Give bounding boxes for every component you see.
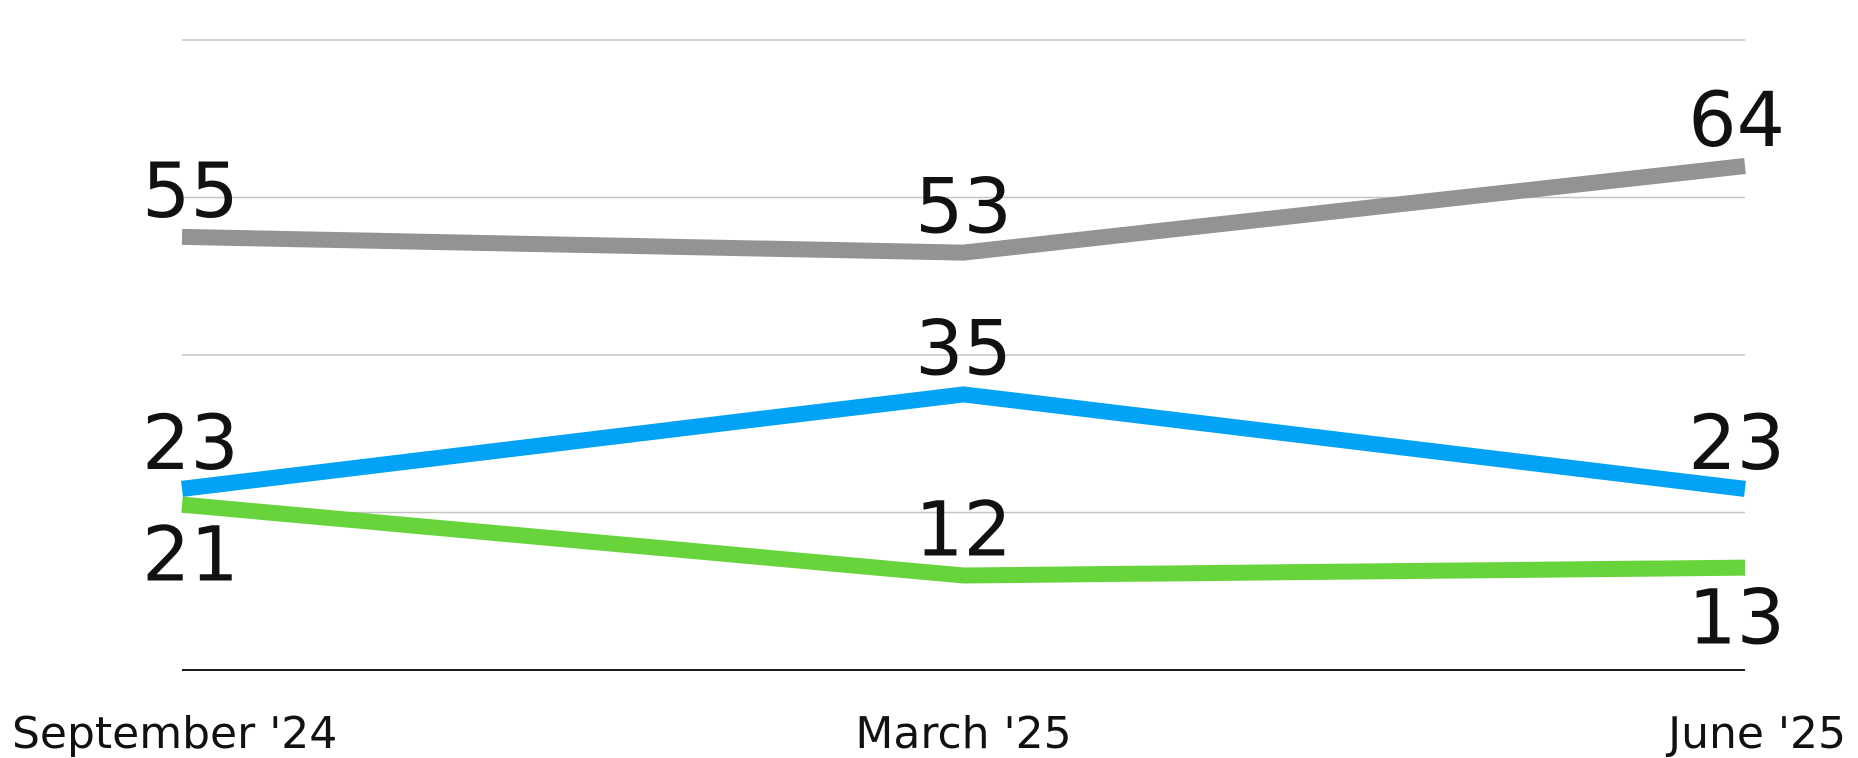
data-label: 12 xyxy=(915,485,1012,574)
series-line-3 xyxy=(181,386,1746,497)
data-label: 23 xyxy=(142,398,239,487)
x-tick-label: March '25 xyxy=(855,708,1071,758)
data-label: 53 xyxy=(915,162,1012,251)
x-tick-label: September '24 xyxy=(12,708,337,758)
data-label: 64 xyxy=(1688,75,1785,164)
series-line-2 xyxy=(181,496,1746,584)
series-line-1 xyxy=(181,158,1746,261)
data-labels: 55 53 64 21 12 13 23 35 23 xyxy=(142,75,1785,662)
x-axis-tick-labels: September '24 March '25 June '25 xyxy=(12,708,1846,758)
data-label: 13 xyxy=(1688,573,1785,662)
data-label: 55 xyxy=(142,146,239,235)
data-label: 35 xyxy=(915,303,1012,392)
data-label: 21 xyxy=(142,510,239,599)
series-lines xyxy=(181,158,1746,584)
x-tick-label: June '25 xyxy=(1665,708,1846,758)
data-label: 23 xyxy=(1688,398,1785,487)
